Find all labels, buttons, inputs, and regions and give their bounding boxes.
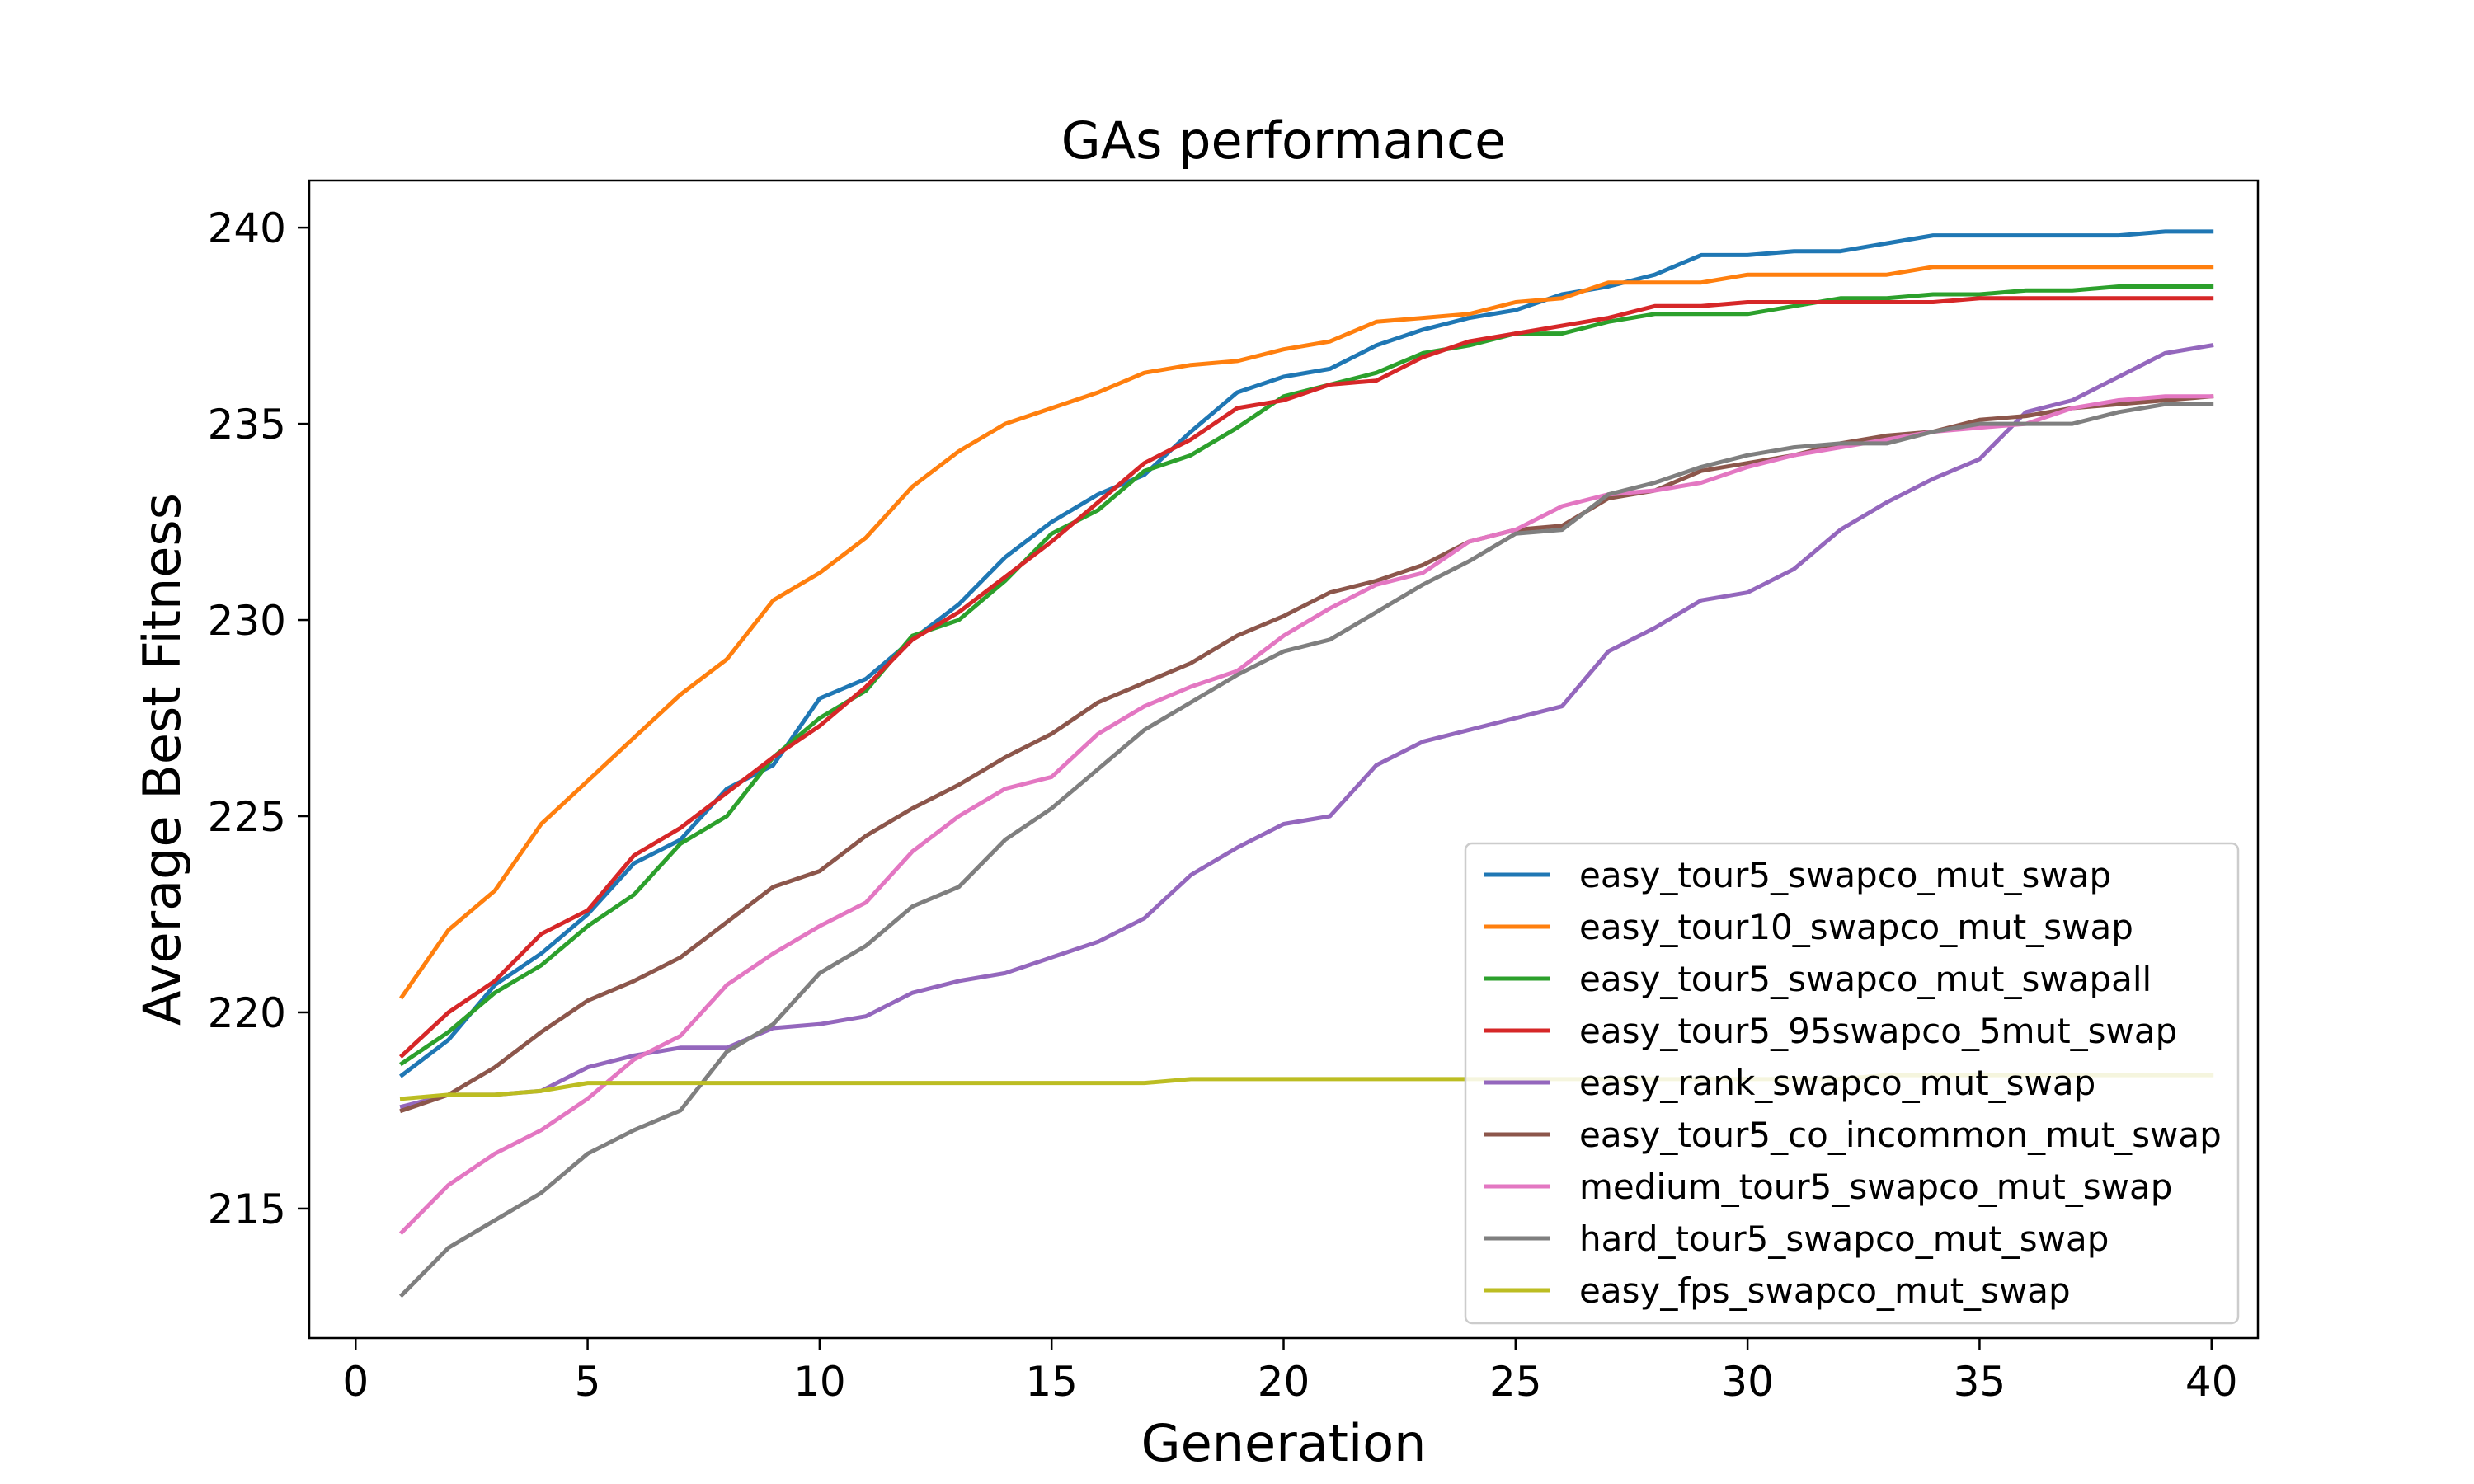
y-tick-label: 230 — [208, 597, 286, 645]
x-tick-label: 20 — [1258, 1358, 1310, 1406]
legend-entry-label: easy_fps_swapco_mut_swap — [1579, 1270, 2071, 1311]
x-tick-label: 10 — [793, 1358, 846, 1406]
legend-entry-label: hard_tour5_swapco_mut_swap — [1579, 1219, 2109, 1259]
series-line-2 — [399, 265, 2214, 1000]
legend-entry-label: easy_rank_swapco_mut_swap — [1579, 1063, 2095, 1103]
y-tick-label: 220 — [208, 989, 286, 1037]
legend-box — [1464, 842, 2240, 1325]
legend-entry-label: easy_tour5_95swapco_5mut_swap — [1579, 1011, 2177, 1051]
chart-title: GAs performance — [1061, 110, 1507, 171]
x-tick-label: 40 — [2185, 1358, 2238, 1406]
legend-entry-label: easy_tour5_swapco_mut_swapall — [1579, 959, 2152, 999]
series-line-5 — [399, 343, 2214, 1110]
y-tick-label: 225 — [208, 793, 286, 841]
legend-entry-label: easy_tour5_co_incommon_mut_swap — [1579, 1115, 2222, 1155]
series-line-4 — [398, 296, 2214, 1059]
x-tick-label: 0 — [342, 1358, 369, 1406]
y-axis-label: Average Best Fitness — [132, 493, 192, 1026]
y-axis: 215 220 225 230 235 240 — [208, 204, 309, 1233]
y-tick-label: 240 — [208, 204, 286, 252]
y-tick-label: 215 — [208, 1186, 286, 1233]
legend-entry-label: easy_tour10_swapco_mut_swap — [1579, 907, 2133, 947]
series-layer — [398, 229, 2214, 1298]
legend: easy_tour5_swapco_mut_swap easy_tour10_sw… — [1464, 842, 2240, 1325]
x-tick-label: 15 — [1025, 1358, 1078, 1406]
y-tick-label: 235 — [208, 401, 286, 448]
x-tick-label: 30 — [1721, 1358, 1774, 1406]
x-tick-label: 35 — [1954, 1358, 2006, 1406]
x-tick-label: 25 — [1489, 1358, 1542, 1406]
legend-entry-label: easy_tour5_swapco_mut_swap — [1579, 855, 2111, 895]
x-axis-label: Generation — [1141, 1413, 1427, 1473]
x-tick-label: 5 — [575, 1358, 601, 1406]
legend-entry-label: medium_tour5_swapco_mut_swap — [1579, 1167, 2172, 1207]
series-line-1 — [398, 229, 2214, 1078]
x-axis: 0 5 10 15 20 25 30 35 40 — [342, 1338, 2238, 1406]
